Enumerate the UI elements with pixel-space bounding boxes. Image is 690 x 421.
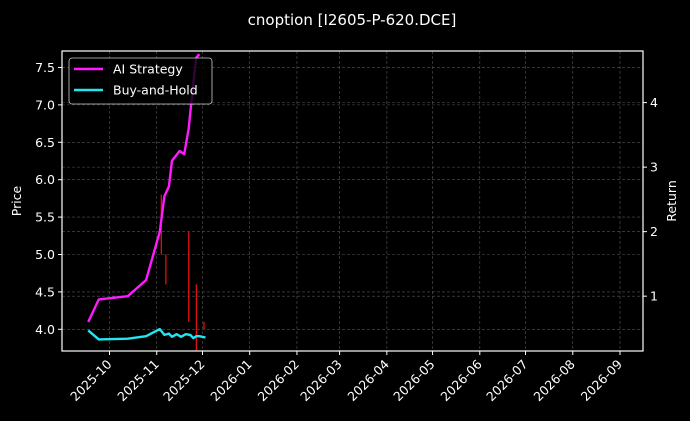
series-line-buy-and-hold bbox=[87, 327, 206, 341]
y-axis-right-label: Return bbox=[664, 180, 679, 221]
y-tick-label-left: 4.0 bbox=[35, 322, 55, 337]
y-tick-label-left: 5.5 bbox=[35, 210, 55, 225]
y-tick-label-right: 4 bbox=[650, 95, 658, 110]
y-tick-label-right: 1 bbox=[650, 289, 658, 304]
legend-box bbox=[68, 57, 213, 105]
chart-title: cnoption [I2605-P-620.DCE] bbox=[248, 11, 457, 29]
y-tick-label-right: 2 bbox=[650, 224, 658, 239]
y-tick-label-left: 6.5 bbox=[35, 135, 55, 150]
legend-label-buy-and-hold: Buy-and-Hold bbox=[113, 83, 198, 98]
legend-label-ai-strategy: AI Strategy bbox=[113, 62, 183, 77]
price-range-bars bbox=[160, 194, 205, 351]
y-tick-label-left: 6.0 bbox=[35, 172, 55, 187]
y-axis-left-label: Price bbox=[9, 185, 24, 216]
y-tick-label-left: 4.5 bbox=[35, 284, 55, 299]
y-tick-label-left: 5.0 bbox=[35, 247, 55, 262]
y-axis-left: 4.0 4.5 5.0 5.5 6.0 6.5 7.0 7.5 bbox=[35, 60, 62, 337]
y-tick-label-left: 7.5 bbox=[35, 60, 55, 75]
y-tick-label-right: 3 bbox=[650, 160, 658, 175]
plot-frame bbox=[61, 50, 644, 352]
legend: AI Strategy Buy-and-Hold bbox=[68, 57, 213, 105]
y-tick-label-left: 7.0 bbox=[35, 97, 55, 112]
y-axis-right: 1 2 3 4 bbox=[643, 95, 658, 304]
